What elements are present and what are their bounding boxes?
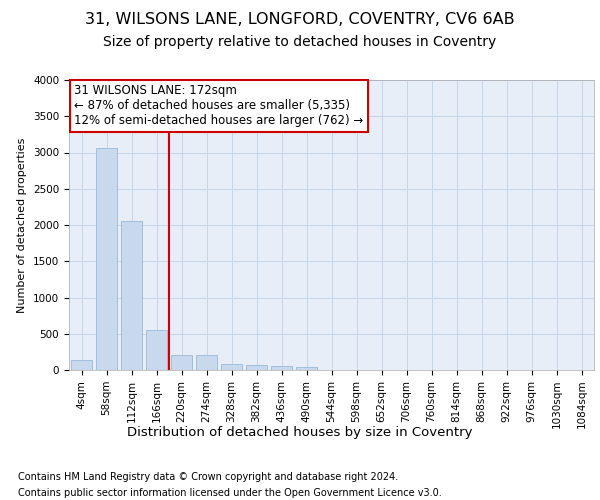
Bar bbox=[71, 360, 92, 370]
Bar bbox=[96, 148, 117, 370]
Bar bbox=[246, 365, 267, 370]
Bar bbox=[196, 355, 217, 370]
Bar bbox=[271, 366, 292, 370]
Text: Contains public sector information licensed under the Open Government Licence v3: Contains public sector information licen… bbox=[18, 488, 442, 498]
Bar bbox=[121, 220, 142, 370]
Text: Distribution of detached houses by size in Coventry: Distribution of detached houses by size … bbox=[127, 426, 473, 439]
Text: Contains HM Land Registry data © Crown copyright and database right 2024.: Contains HM Land Registry data © Crown c… bbox=[18, 472, 398, 482]
Y-axis label: Number of detached properties: Number of detached properties bbox=[17, 138, 28, 312]
Text: 31, WILSONS LANE, LONGFORD, COVENTRY, CV6 6AB: 31, WILSONS LANE, LONGFORD, COVENTRY, CV… bbox=[85, 12, 515, 28]
Bar bbox=[221, 364, 242, 370]
Bar bbox=[146, 330, 167, 370]
Bar bbox=[171, 355, 192, 370]
Text: 31 WILSONS LANE: 172sqm
← 87% of detached houses are smaller (5,335)
12% of semi: 31 WILSONS LANE: 172sqm ← 87% of detache… bbox=[74, 84, 364, 128]
Bar bbox=[296, 367, 317, 370]
Text: Size of property relative to detached houses in Coventry: Size of property relative to detached ho… bbox=[103, 35, 497, 49]
